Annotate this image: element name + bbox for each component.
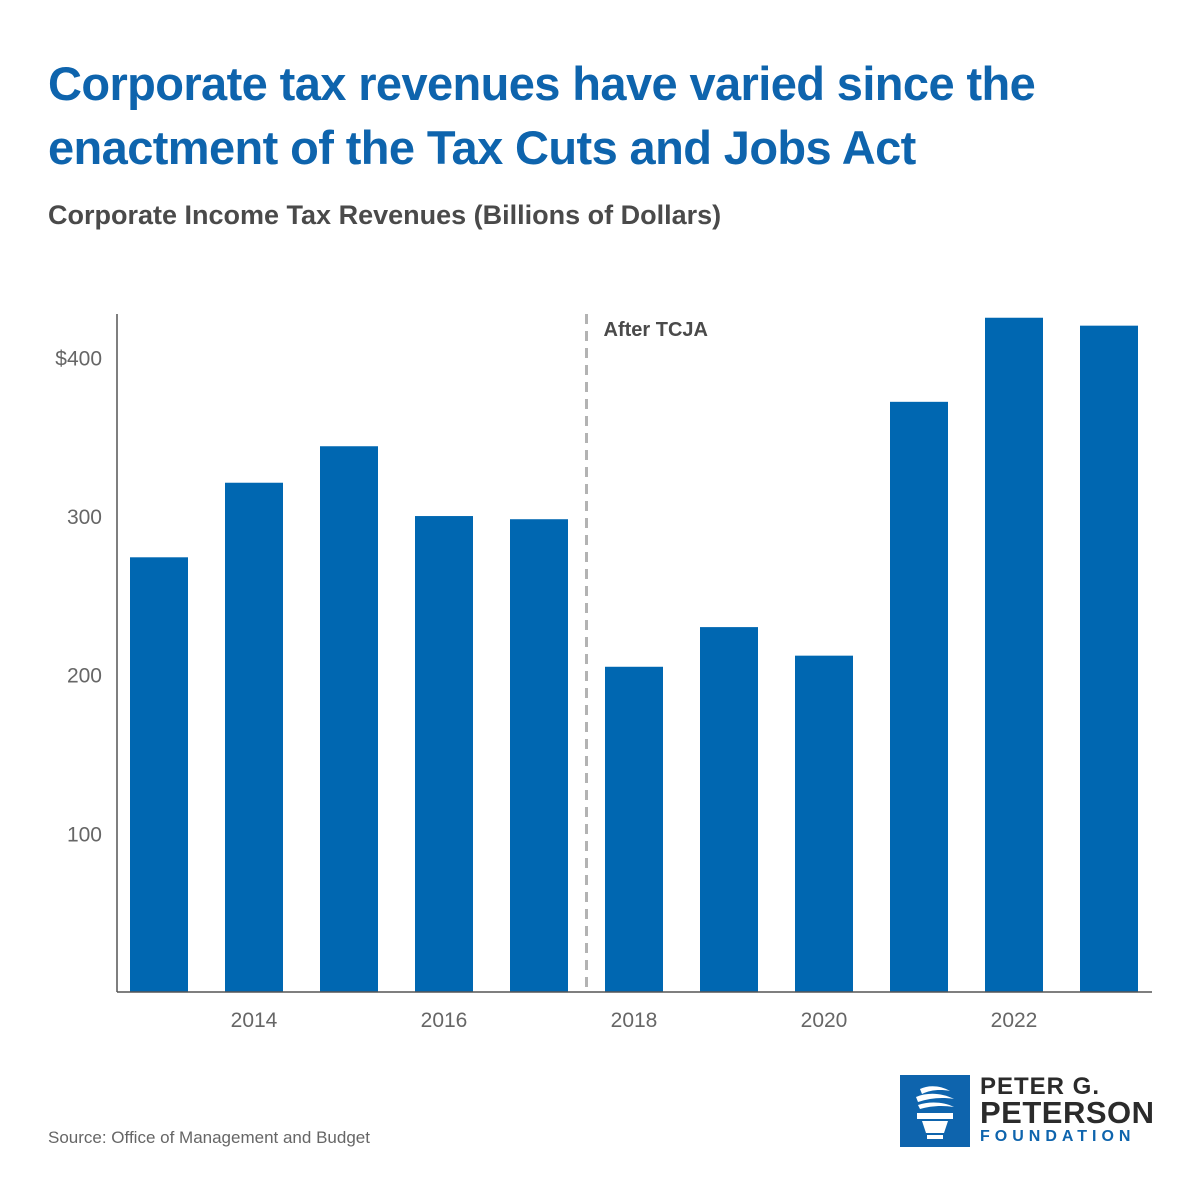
bar-2014 [225, 482, 283, 992]
logo-text-line-3: FOUNDATION [980, 1128, 1136, 1145]
bar-2016 [415, 516, 473, 992]
y-tick-label-200: 200 [67, 665, 102, 688]
bar-2019 [700, 627, 758, 992]
x-tick-label-2014: 2014 [231, 1009, 278, 1032]
y-tick-label-400: $400 [55, 347, 102, 370]
chart-title-line-2: enactment of the Tax Cuts and Jobs Act [48, 121, 916, 174]
bar-2021 [890, 401, 948, 992]
chart-subtitle: Corporate Income Tax Revenues (Billions … [48, 200, 722, 230]
x-tick-label-2022: 2022 [991, 1009, 1038, 1032]
torch-icon [900, 1075, 970, 1147]
tcja-annotation-label: After TCJA [604, 319, 708, 341]
y-tick-label-300: 300 [67, 506, 102, 529]
source-note: Source: Office of Management and Budget [48, 1128, 370, 1147]
bar-chart: 100 200 300 $400 2014 2016 2018 2020 2022 After T… [55, 314, 1152, 1032]
bar-2020 [795, 655, 853, 992]
bar-2015 [320, 446, 378, 992]
chart-title-line-1: Corporate tax revenues have varied since… [48, 57, 1036, 110]
bar-2023 [1080, 325, 1138, 992]
x-tick-label-2016: 2016 [421, 1009, 468, 1032]
logo-text-line-2: PETERSON [980, 1095, 1155, 1130]
peterson-foundation-logo: PETER G. PETERSON FOUNDATION [900, 1073, 1160, 1147]
x-tick-label-2020: 2020 [801, 1009, 848, 1032]
bar-2013 [130, 557, 188, 992]
bar-2018 [605, 666, 663, 992]
x-tick-label-2018: 2018 [611, 1009, 658, 1032]
bar-2022 [985, 317, 1043, 992]
y-tick-label-100: 100 [67, 823, 102, 846]
logo-text-line-1: PETER G. [980, 1073, 1101, 1100]
bar-2017 [510, 519, 568, 992]
chart-title: Corporate tax revenues have varied since… [48, 52, 1148, 180]
